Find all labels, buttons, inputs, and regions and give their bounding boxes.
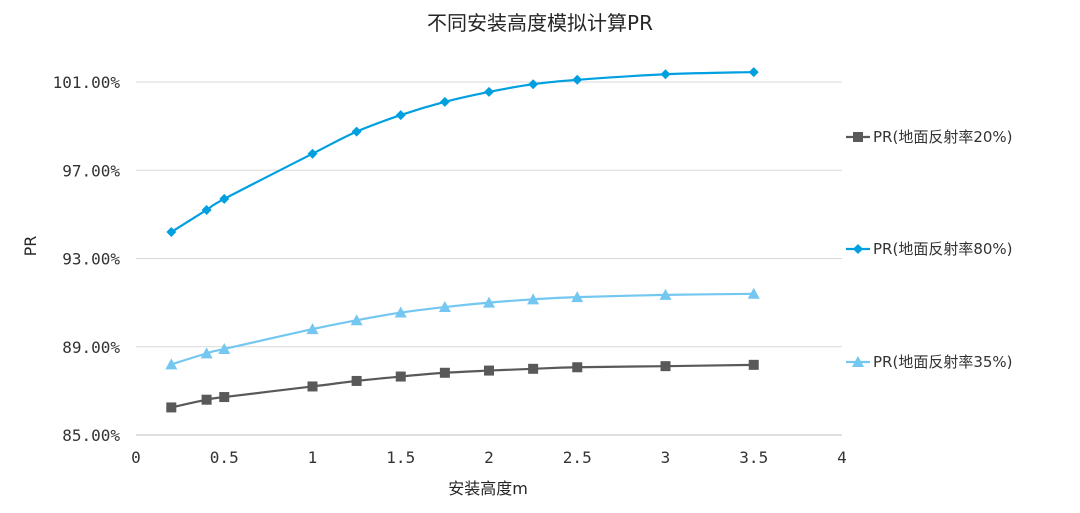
data-point bbox=[351, 375, 362, 386]
data-point bbox=[439, 367, 450, 378]
legend-item: PR(地面反射率20%) bbox=[846, 128, 1013, 146]
data-point bbox=[660, 69, 671, 80]
legend-item: PR(地面反射率35%) bbox=[846, 353, 1013, 371]
data-point bbox=[484, 365, 494, 376]
data-point bbox=[660, 361, 671, 372]
data-point bbox=[218, 342, 231, 354]
data-point bbox=[394, 306, 407, 318]
data-point bbox=[219, 392, 230, 403]
series-line bbox=[170, 292, 754, 366]
data-point bbox=[200, 347, 213, 359]
data-point bbox=[528, 79, 539, 90]
tick-labels: 85.00% 89.00% 93.00% 97.00% 101.00% 0 0.5 1 1.5 2… bbox=[53, 73, 847, 467]
data-point bbox=[350, 314, 363, 326]
data-point bbox=[219, 193, 230, 204]
y-tick-label: 89.00% bbox=[62, 338, 120, 357]
series-group bbox=[165, 67, 760, 413]
chart-title: 不同安装高度模拟计算PR bbox=[427, 11, 653, 35]
x-tick-label: 0.5 bbox=[210, 448, 239, 467]
x-tick-label: 3 bbox=[661, 448, 671, 467]
data-point bbox=[484, 86, 494, 97]
y-tick-label: 93.00% bbox=[62, 250, 120, 269]
data-point bbox=[659, 288, 672, 300]
data-point bbox=[747, 287, 760, 299]
y-tick-label: 97.00% bbox=[62, 161, 120, 180]
data-point bbox=[439, 96, 450, 107]
data-point bbox=[528, 363, 539, 374]
grid bbox=[136, 81, 842, 436]
x-tick-label: 4 bbox=[837, 448, 847, 467]
legend-marker bbox=[852, 356, 864, 367]
data-point bbox=[748, 67, 759, 78]
series-line bbox=[171, 363, 754, 409]
y-tick-label: 85.00% bbox=[62, 426, 120, 445]
x-axis-label: 安装高度m bbox=[448, 479, 528, 498]
data-point bbox=[165, 358, 178, 370]
series-line bbox=[170, 70, 754, 233]
x-tick-label: 0 bbox=[131, 448, 141, 467]
series-2 bbox=[166, 67, 759, 238]
data-point bbox=[307, 148, 318, 159]
y-axis-label: PR bbox=[21, 236, 40, 257]
x-tick-label: 1.5 bbox=[386, 448, 415, 467]
legend-label: PR(地面反射率35%) bbox=[873, 353, 1013, 371]
data-point bbox=[395, 110, 406, 121]
data-point bbox=[395, 371, 406, 382]
data-point bbox=[307, 381, 318, 392]
data-point bbox=[166, 227, 177, 238]
x-tick-label: 2.5 bbox=[563, 448, 592, 467]
y-tick-label: 101.00% bbox=[53, 73, 121, 92]
legend-label: PR(地面反射率20%) bbox=[873, 128, 1013, 146]
legend-item: PR(地面反射率80%) bbox=[846, 240, 1013, 258]
data-point bbox=[748, 359, 759, 370]
data-point bbox=[483, 296, 495, 308]
data-point bbox=[571, 291, 584, 303]
legend-label: PR(地面反射率80%) bbox=[873, 240, 1013, 258]
data-point bbox=[438, 301, 451, 313]
series-3 bbox=[165, 287, 760, 370]
legend-marker bbox=[853, 244, 863, 254]
legend: PR(地面反射率20%) PR(地面反射率80%) PR(地面反射率35%) bbox=[846, 128, 1013, 371]
data-point bbox=[572, 74, 583, 85]
data-point bbox=[306, 323, 319, 335]
data-point bbox=[351, 126, 362, 137]
data-point bbox=[166, 402, 177, 413]
legend-marker bbox=[853, 132, 863, 142]
x-tick-label: 1 bbox=[308, 448, 318, 467]
x-tick-label: 3.5 bbox=[739, 448, 768, 467]
data-point bbox=[201, 394, 212, 405]
series-1 bbox=[166, 359, 759, 413]
data-point bbox=[572, 362, 583, 373]
x-tick-label: 2 bbox=[484, 448, 494, 467]
data-point bbox=[527, 293, 540, 305]
data-point bbox=[201, 204, 212, 215]
